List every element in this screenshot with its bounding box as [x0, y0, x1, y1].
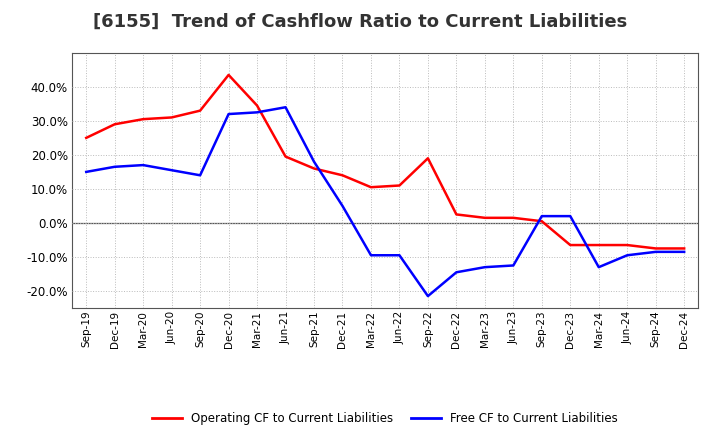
- Text: [6155]  Trend of Cashflow Ratio to Current Liabilities: [6155] Trend of Cashflow Ratio to Curren…: [93, 13, 627, 31]
- Legend: Operating CF to Current Liabilities, Free CF to Current Liabilities: Operating CF to Current Liabilities, Fre…: [148, 407, 623, 430]
